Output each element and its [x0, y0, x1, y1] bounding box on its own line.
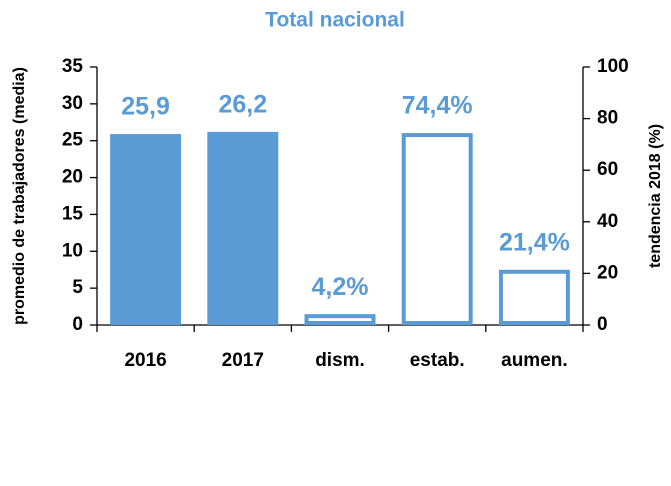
data-label: 21,4%	[499, 228, 570, 256]
bar	[207, 131, 279, 325]
y2-axis-label: tendencia 2018 (%)	[647, 124, 664, 268]
y2-tick-label: 20	[597, 262, 618, 283]
data-label: 26,2	[218, 90, 267, 118]
x-tick-label: 2017	[222, 350, 264, 371]
y-axis-label: promedio de trabajadores (media)	[11, 67, 28, 325]
bar	[401, 133, 473, 325]
data-label: 74,4%	[402, 92, 473, 120]
y2-tick-label: 0	[597, 314, 608, 335]
y-tick-label: 30	[62, 93, 83, 114]
x-tick-label: estab.	[410, 350, 465, 371]
y-tick-label: 10	[62, 240, 83, 261]
x-tick-label: 2016	[124, 350, 166, 371]
data-label: 4,2%	[312, 273, 369, 301]
y2-tick-label: 40	[597, 211, 618, 232]
y-tick-label: 35	[62, 56, 84, 77]
bar	[110, 134, 182, 325]
y-tick-label: 15	[62, 203, 84, 224]
bar	[498, 269, 570, 325]
x-tick-label: aumen.	[501, 350, 568, 371]
y2-tick-label: 100	[597, 56, 629, 77]
y-tick-label: 0	[72, 314, 83, 335]
y2-tick-label: 80	[597, 108, 618, 129]
chart-title: Total nacional	[265, 9, 405, 32]
bar	[304, 314, 376, 326]
y-tick-label: 20	[62, 167, 83, 188]
y-tick-label: 5	[72, 277, 83, 298]
y2-tick-label: 60	[597, 159, 618, 180]
data-label: 25,9	[121, 93, 170, 121]
y-tick-label: 25	[62, 130, 84, 151]
x-tick-label: dism.	[315, 350, 365, 371]
